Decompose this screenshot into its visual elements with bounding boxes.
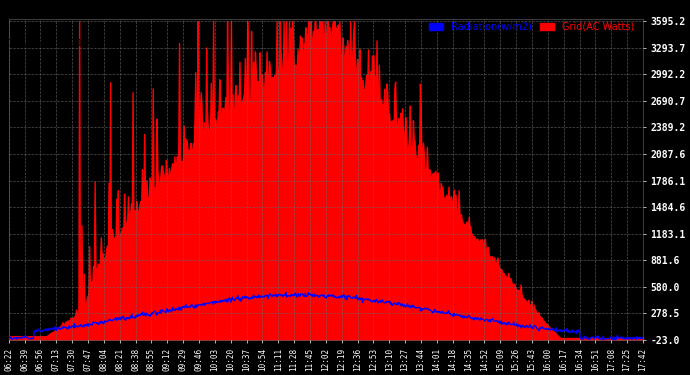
Title: Grid Power & Solar Radiation Thu Mar 4 17:48: Grid Power & Solar Radiation Thu Mar 4 1… xyxy=(143,4,509,18)
Text: Copyright 2021 Cartronics.com: Copyright 2021 Cartronics.com xyxy=(7,39,163,48)
Legend: Radiation(w/m2), Grid(AC Watts): Radiation(w/m2), Grid(AC Watts) xyxy=(424,18,638,36)
